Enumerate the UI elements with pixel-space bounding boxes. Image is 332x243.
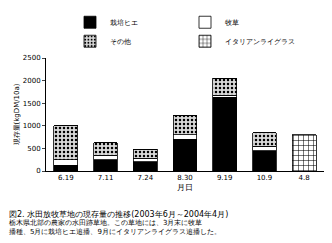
svg-text:牧草: 牧草: [225, 19, 239, 27]
svg-text:2500: 2500: [23, 54, 41, 62]
svg-text:6.19: 6.19: [58, 174, 74, 182]
svg-text:2000: 2000: [23, 77, 41, 85]
svg-text:500: 500: [27, 145, 40, 153]
svg-text:図2. 水田放牧草地の現存量の推移(2003年6月～2004: 図2. 水田放牧草地の現存量の推移(2003年6月～2004年4月): [9, 210, 228, 219]
svg-text:7.11: 7.11: [98, 174, 114, 182]
svg-text:9.19: 9.19: [217, 174, 233, 182]
svg-text:4.8: 4.8: [299, 174, 310, 182]
svg-text:1000: 1000: [23, 122, 41, 130]
svg-text:イタリアンライグラス: イタリアンライグラス: [225, 38, 295, 46]
svg-text:現存量(kgDM/10a): 現存量(kgDM/10a): [13, 83, 21, 145]
svg-text:栽培ヒエ: 栽培ヒエ: [110, 19, 138, 27]
svg-text:7.24: 7.24: [137, 174, 153, 182]
svg-text:その他: その他: [110, 38, 131, 46]
svg-text:8.30: 8.30: [177, 174, 193, 182]
svg-text:栃木県北部の農家の水田跡草地。この草地には、3月末に牧草播種: 栃木県北部の農家の水田跡草地。この草地には、3月末に牧草播種、5月に栽培ヒエ追播…: [9, 219, 221, 236]
svg-text:月日: 月日: [177, 183, 193, 192]
svg-text:0: 0: [36, 167, 40, 175]
svg-text:10.9: 10.9: [257, 174, 273, 182]
svg-text:1500: 1500: [23, 100, 41, 108]
